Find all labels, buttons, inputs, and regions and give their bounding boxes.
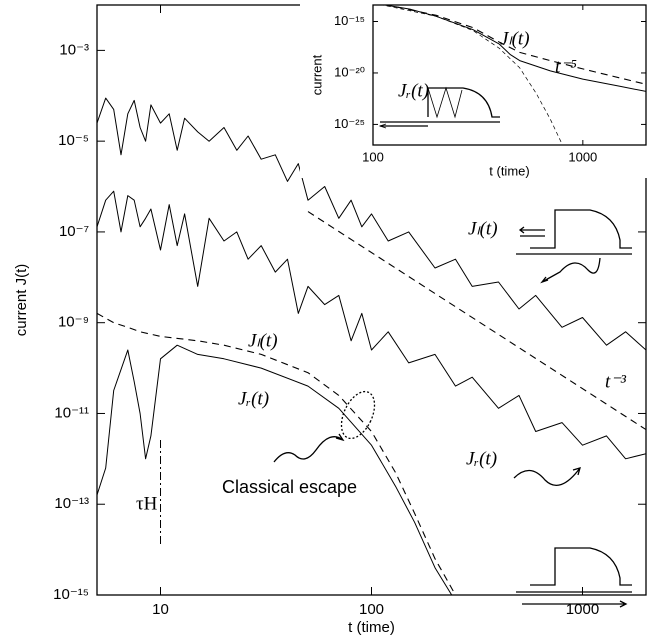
y-tick-label: 10⁻¹¹ bbox=[54, 404, 89, 421]
series-line bbox=[97, 190, 646, 460]
x-tick-label: 10 bbox=[152, 601, 169, 618]
series-line bbox=[380, 5, 563, 145]
annotation: Jᵣ(t) bbox=[466, 448, 497, 469]
annotation: t⁻³ bbox=[605, 371, 626, 392]
y-tick-label: 10⁻⁹ bbox=[58, 314, 89, 331]
series-line bbox=[97, 312, 456, 595]
annotation: t⁻⁵ bbox=[555, 56, 577, 77]
series-line bbox=[97, 97, 646, 351]
x-tick-label: 100 bbox=[362, 149, 384, 164]
y-tick-label: 10⁻¹⁵ bbox=[334, 13, 365, 28]
x-tick-label: 1000 bbox=[568, 149, 597, 164]
annotation: Jᵣ(t) bbox=[238, 388, 269, 409]
annotation: Jᵣ(t) bbox=[398, 80, 429, 101]
inset-plot: 100 1000 10⁻¹⁵ 10⁻²⁰ 10⁻²⁵ t (time) current bbox=[309, 4, 647, 178]
y-tick-label: 10⁻¹⁵ bbox=[53, 586, 89, 603]
main-plot: 10 100 1000 10⁻³ 10⁻⁵ 10⁻⁷ 10⁻⁹ 10⁻¹¹ 10⁻¹³ 10⁻¹⁵… bbox=[13, 4, 647, 636]
series-line bbox=[384, 5, 646, 85]
x-tick-label: 1000 bbox=[566, 601, 599, 618]
plot-frame bbox=[372, 4, 647, 146]
annotation: τH bbox=[136, 493, 158, 514]
annotation: Classical escape bbox=[222, 477, 357, 497]
y-tick-label: 10⁻⁵ bbox=[58, 132, 89, 149]
y-axis-label: current bbox=[309, 54, 324, 95]
x-tick-label: 100 bbox=[359, 601, 384, 618]
plot-area bbox=[97, 97, 646, 595]
y-tick-label: 10⁻²⁰ bbox=[334, 64, 365, 79]
series-line bbox=[382, 5, 646, 92]
y-tick-label: 10⁻³ bbox=[59, 41, 89, 58]
y-tick-label: 10⁻¹³ bbox=[54, 495, 89, 512]
x-axis-label: t (time) bbox=[348, 619, 395, 636]
annotation: Jₗ(t) bbox=[248, 330, 278, 351]
annotation: Jₗ(t) bbox=[500, 28, 530, 49]
y-tick-label: 10⁻⁷ bbox=[59, 223, 89, 240]
y-tick-label: 10⁻²⁵ bbox=[334, 116, 365, 131]
plot-area bbox=[380, 5, 646, 145]
schematic bbox=[273, 86, 632, 608]
x-axis-label: t (time) bbox=[489, 163, 529, 178]
y-axis-label: current J(t) bbox=[13, 264, 30, 337]
series-line bbox=[97, 344, 453, 595]
annotation: Jₗ(t) bbox=[468, 218, 498, 239]
